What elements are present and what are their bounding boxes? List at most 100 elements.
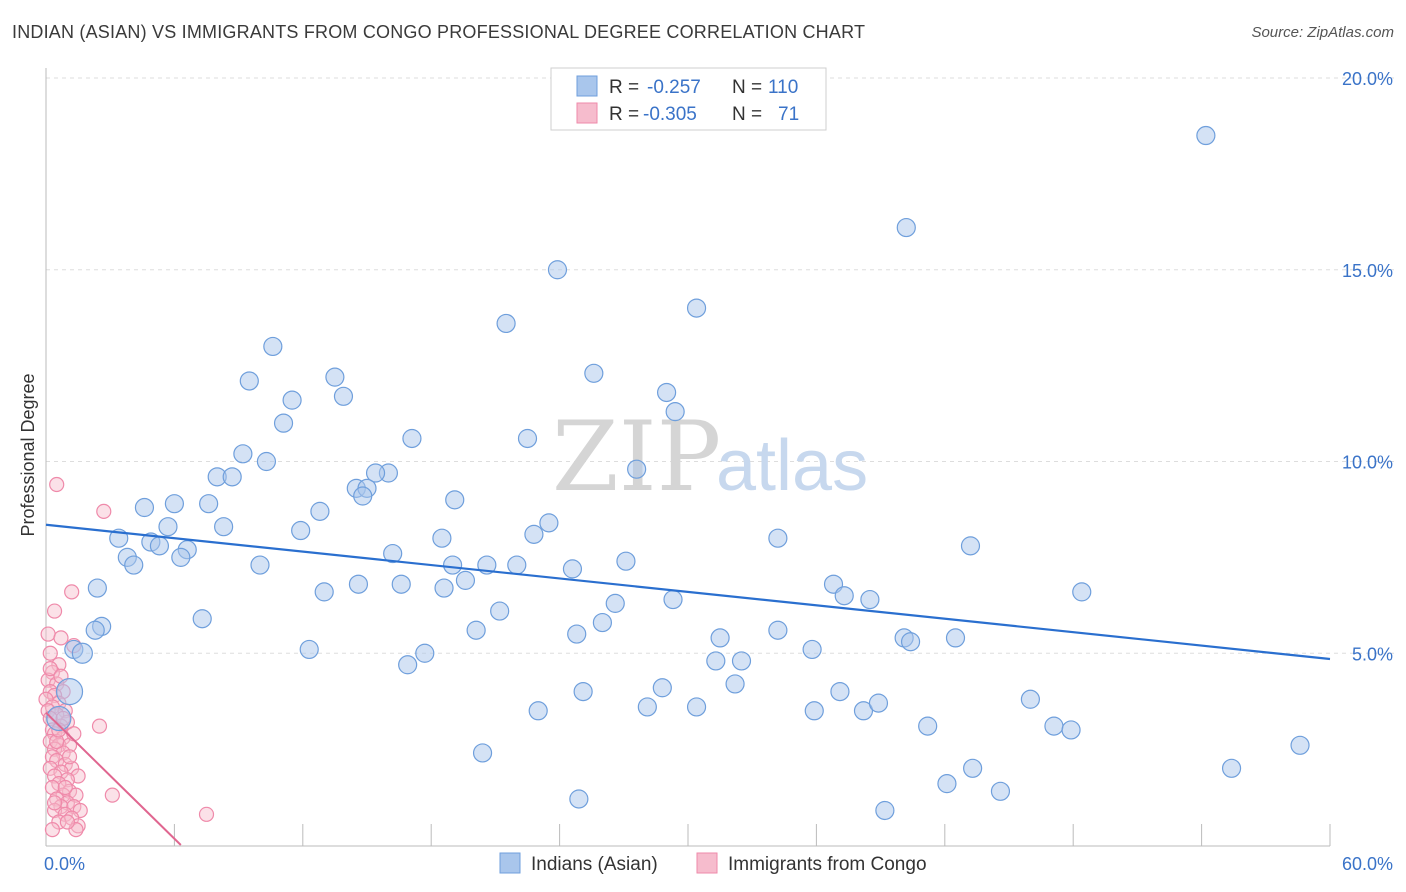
indian-point: [87, 578, 107, 598]
indian-point: [314, 582, 334, 602]
indian-point: [706, 651, 726, 671]
indian-point: [731, 651, 752, 671]
axes: [45, 68, 1331, 847]
indian-point: [517, 428, 538, 449]
indian-point: [398, 655, 418, 675]
indian-point: [725, 674, 745, 694]
indian-point: [1221, 758, 1242, 778]
indian-point: [605, 593, 625, 613]
indian-point: [1072, 582, 1092, 602]
legend-r-label-2: R =: [609, 104, 639, 125]
bottom-legend-label-2: Immigrants from Congo: [728, 854, 927, 875]
legend-n-label-2: N =: [732, 104, 762, 125]
indian-point: [199, 494, 219, 514]
series-legend: Indians (Asian) Immigrants from Congo: [499, 852, 927, 875]
indian-point: [768, 620, 788, 640]
indian-point: [164, 494, 184, 514]
indian-point: [960, 536, 981, 556]
indian-point: [233, 444, 253, 464]
trend-lines: [45, 523, 1331, 846]
indian-point: [804, 701, 824, 721]
congo-point: [46, 795, 63, 811]
indian-point: [432, 528, 452, 548]
indian-point: [868, 693, 889, 713]
congo-point: [59, 814, 76, 830]
indian-point: [256, 451, 277, 472]
y-tick-label: 5.0%: [1352, 644, 1393, 664]
bottom-legend-swatch-blue: [499, 852, 521, 874]
indian-point: [273, 413, 294, 433]
indian-point: [524, 524, 544, 544]
indian-point: [365, 463, 386, 483]
indian-point: [310, 501, 330, 521]
legend-r-value-1: -0.257: [647, 77, 701, 98]
indian-point: [348, 574, 369, 594]
indian-point: [547, 260, 568, 280]
x-tick-label: 60.0%: [1342, 854, 1393, 874]
indian-point: [562, 559, 583, 579]
indian-point: [391, 574, 411, 594]
y-tick-label: 20.0%: [1342, 69, 1393, 89]
indian-point: [55, 677, 84, 706]
indian-point: [434, 578, 454, 598]
y-axis-title: Professional Degree: [18, 373, 38, 536]
congo-point: [57, 779, 73, 796]
indian-point: [896, 217, 916, 238]
indian-point: [171, 547, 191, 567]
indian-point: [592, 612, 613, 633]
indian-point: [325, 367, 345, 387]
indian-point: [539, 513, 559, 533]
indian-point: [918, 716, 938, 736]
indian-point: [802, 639, 822, 660]
tick-labels: 5.0% 10.0% 15.0% 20.0% 0.0% 60.0%: [44, 69, 1393, 874]
indian-point: [1044, 716, 1064, 736]
indian-point: [900, 632, 921, 652]
indian-point: [299, 639, 319, 660]
indian-point: [445, 490, 465, 510]
indian-point: [415, 643, 435, 663]
congo-point: [96, 503, 112, 519]
indian-point: [263, 336, 283, 357]
legend-n-value-2: 71: [778, 104, 799, 125]
indian-point: [239, 371, 259, 391]
indian-point: [134, 497, 155, 518]
indian-point: [496, 313, 516, 334]
congo-point: [49, 476, 65, 493]
y-tick-label: 10.0%: [1342, 453, 1393, 473]
legend-n-label-1: N =: [732, 77, 762, 98]
indian-point: [567, 624, 587, 644]
indian-point: [222, 467, 242, 487]
indian-point: [158, 517, 178, 537]
congo-point: [91, 718, 108, 734]
indian-point: [490, 601, 510, 621]
indian-point: [455, 570, 476, 590]
indian-point: [466, 620, 486, 640]
grid-lines: [46, 77, 1394, 654]
indian-point: [637, 697, 657, 717]
source-label: Source: ZipAtlas.com: [1251, 24, 1394, 41]
indian-point: [686, 697, 707, 717]
x-tick-label: 0.0%: [44, 854, 85, 874]
congo-point: [44, 822, 61, 838]
indian-point: [860, 589, 880, 610]
indian-point: [569, 789, 589, 809]
indian-point: [656, 382, 677, 403]
legend-r-value-2: -0.305: [643, 104, 697, 125]
bottom-legend-label-1: Indians (Asian): [531, 854, 658, 875]
congo-point: [49, 733, 65, 750]
indian-point: [990, 781, 1011, 801]
indian-point: [443, 555, 463, 575]
watermark-atlas: atlas: [716, 426, 868, 506]
indian-point: [383, 543, 403, 564]
congo-point: [40, 626, 56, 642]
congo-points: [38, 476, 215, 838]
indian-point: [768, 528, 788, 548]
indian-point: [472, 743, 493, 763]
indian-point: [937, 774, 957, 794]
indian-point: [528, 701, 548, 721]
correlation-legend: R = -0.257 N = 110 R = -0.305 N = 71: [550, 67, 827, 131]
congo-point: [46, 603, 63, 619]
congo-point: [44, 779, 61, 796]
congo-point: [64, 584, 80, 600]
